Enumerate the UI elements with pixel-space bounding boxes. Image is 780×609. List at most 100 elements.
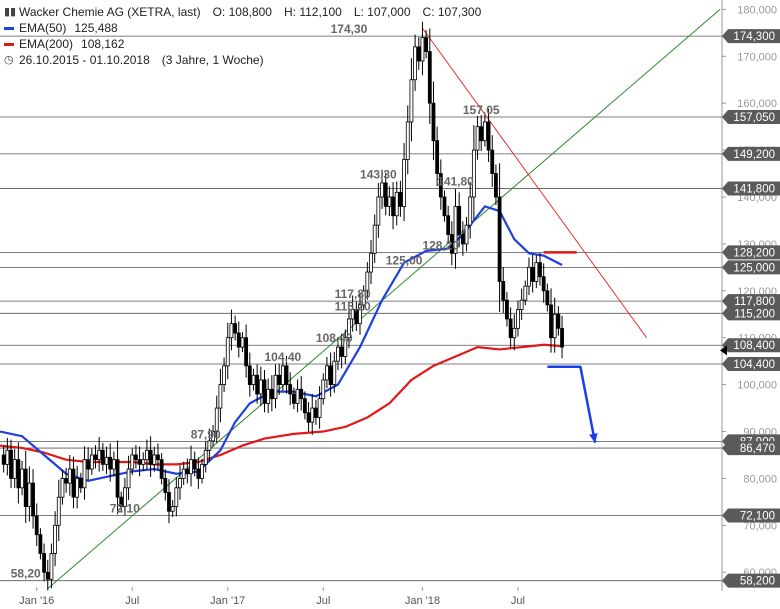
candle-body	[196, 468, 201, 479]
candle-body	[71, 468, 76, 498]
period-note: (3 Jahre, 1 Woche)	[161, 53, 264, 67]
candle-body	[369, 252, 373, 273]
candle-body	[545, 290, 550, 306]
x-axis: Jan '16 Jul Jan '17 Jul Jan '18 Jul	[19, 587, 525, 607]
candle-body	[453, 205, 458, 254]
candle-body	[115, 459, 120, 498]
projection-arrow	[547, 365, 597, 444]
candle-body	[247, 365, 252, 386]
candle-body	[365, 271, 370, 292]
candle-body	[251, 374, 256, 386]
candle-body	[420, 37, 425, 62]
candle-body	[530, 266, 535, 282]
candle-body	[203, 449, 208, 465]
candle-body	[394, 191, 399, 217]
price-box-label: 157,050	[733, 112, 775, 124]
x-tick-label: Jul	[511, 595, 525, 607]
x-tick-label: Jul	[316, 595, 330, 607]
price-box	[722, 508, 780, 523]
candle-body	[391, 196, 395, 217]
candle-body	[56, 496, 61, 526]
x-tick-label: Jul	[125, 595, 139, 607]
candle-body	[325, 365, 329, 381]
candle-body	[479, 126, 484, 142]
price-box-label: 108,400	[733, 340, 775, 352]
candle-body	[314, 407, 318, 418]
x-tick-label: Jan '17	[210, 595, 245, 607]
price-annotation: 143,30	[360, 168, 397, 182]
candle-body	[137, 459, 142, 465]
candle-body	[34, 515, 39, 536]
price-box	[722, 29, 780, 44]
candle-body	[152, 454, 157, 465]
candle-body	[38, 534, 43, 554]
candle-body	[497, 196, 502, 282]
y-tick-label: 100,000	[737, 380, 777, 392]
price-box	[722, 294, 780, 309]
candle-body	[343, 337, 348, 357]
legend-ema200-row: EMA(200) 108,162	[4, 36, 481, 52]
candle-body	[156, 454, 160, 461]
chart-markers	[543, 251, 598, 444]
candle-body	[358, 304, 362, 325]
candle-body	[93, 454, 98, 461]
candle-body	[416, 46, 421, 62]
price-box-label: 141,800	[733, 184, 775, 196]
candle-body	[295, 388, 300, 404]
candle-body	[67, 468, 72, 484]
level-lines	[0, 35, 722, 582]
price-box-label: 125,000	[733, 262, 775, 274]
candle-body	[361, 290, 366, 306]
candle-body	[402, 159, 406, 207]
candle-body	[185, 468, 190, 475]
candle-body	[225, 337, 230, 367]
candle-body	[471, 149, 476, 198]
candle-body	[53, 524, 58, 554]
candle-body	[413, 46, 418, 81]
price-annotation: 125,00	[386, 253, 423, 267]
ema50-value: 125,488	[74, 21, 118, 35]
candle-body	[42, 553, 46, 573]
candle-body	[538, 262, 542, 278]
low-value: L: 107,000	[353, 5, 411, 19]
candle-body	[424, 37, 429, 52]
candle-body	[240, 337, 245, 348]
candle-body	[104, 456, 109, 465]
candle-body	[321, 379, 326, 400]
candle-body	[372, 224, 377, 254]
ema200-label: EMA(200)	[19, 37, 74, 51]
candle-body	[560, 327, 564, 348]
candle-body	[284, 365, 289, 386]
price-box-label: 58,200	[740, 576, 775, 588]
candle-body	[134, 454, 138, 461]
candle-body	[405, 121, 410, 160]
price-box	[722, 338, 780, 353]
price-box-label: 128,200	[733, 247, 775, 259]
candle-body	[288, 384, 293, 395]
candle-body	[427, 51, 432, 104]
candle-body	[222, 365, 226, 386]
candle-body	[442, 196, 447, 217]
x-tick-label: Jan '18	[405, 595, 440, 607]
candle-body	[398, 191, 403, 207]
candle-body	[541, 276, 546, 292]
candle-body	[122, 487, 127, 507]
candle-body	[126, 468, 131, 489]
ema200-swatch	[4, 42, 14, 46]
candle-body	[431, 102, 436, 142]
candle-body	[108, 456, 113, 470]
candle-body	[299, 388, 304, 400]
candle-body	[273, 374, 278, 400]
price-box	[722, 146, 780, 161]
candle-body	[148, 449, 153, 465]
y-tick-label: 180,000	[737, 4, 777, 16]
price-box-label: 104,400	[733, 359, 775, 371]
candle-body	[527, 266, 531, 287]
candle-body	[549, 304, 553, 339]
candle-body	[339, 346, 344, 357]
candle-body	[266, 388, 271, 404]
close-value: C: 107,300	[422, 5, 482, 19]
price-annotation: 141,80	[437, 175, 474, 189]
candle-body	[332, 360, 337, 386]
candle-body	[523, 285, 528, 301]
